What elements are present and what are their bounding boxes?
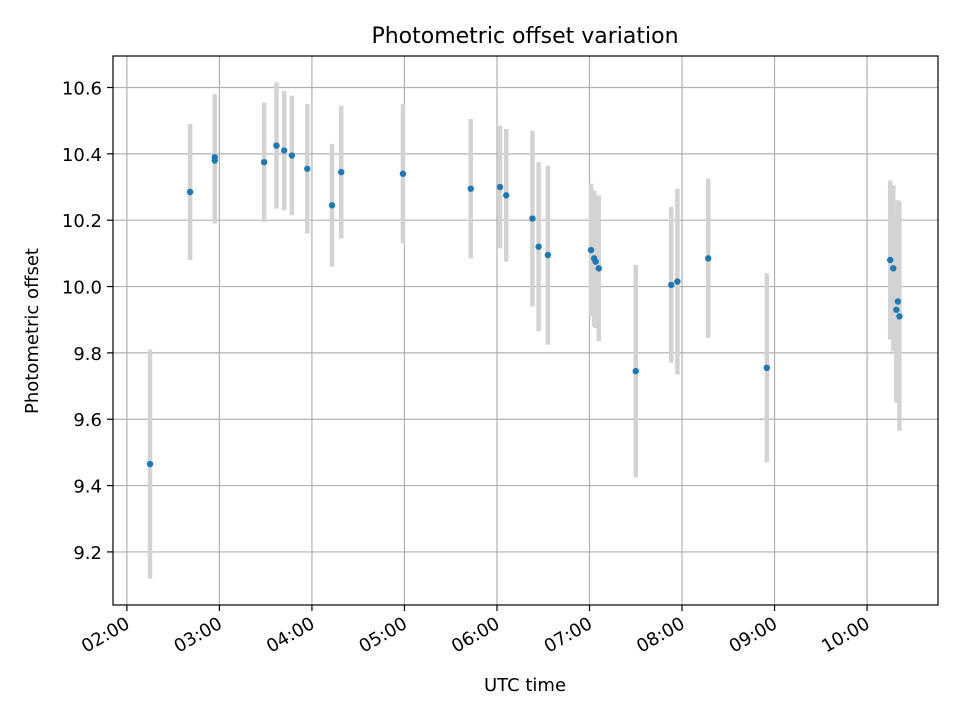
data-point xyxy=(595,265,602,272)
y-axis-ticks: 9.2 9.4 9.6 9.8 10.0 10.2 10.4 10.6 xyxy=(62,79,113,564)
y-tick-label: 9.6 xyxy=(73,410,102,431)
data-point xyxy=(890,265,897,272)
y-tick-label: 10.2 xyxy=(62,211,102,232)
data-point xyxy=(705,255,712,262)
data-point xyxy=(592,258,599,265)
data-point xyxy=(587,246,595,254)
data-point xyxy=(632,367,639,375)
y-axis-label: Photometric offset xyxy=(22,248,43,414)
y-tick-label: 9.2 xyxy=(73,543,102,564)
data-point xyxy=(763,364,771,372)
data-point xyxy=(467,185,474,192)
y-tick-label: 10.6 xyxy=(62,79,102,100)
data-point xyxy=(668,281,675,289)
data-point xyxy=(211,153,218,161)
y-tick-label: 9.4 xyxy=(73,477,102,498)
plot-frame xyxy=(112,55,939,606)
chart-title: Photometric offset variation xyxy=(371,24,678,49)
data-point xyxy=(146,460,154,468)
data-point xyxy=(280,147,288,154)
data-point xyxy=(260,158,268,166)
data-point xyxy=(544,251,552,259)
data-point xyxy=(328,202,336,209)
data-point xyxy=(529,215,536,222)
data-point xyxy=(894,298,902,305)
y-tick-label: 10.0 xyxy=(62,278,102,299)
data-point xyxy=(535,243,542,250)
data-point xyxy=(503,192,510,199)
data-point xyxy=(338,168,345,176)
data-point xyxy=(186,188,194,196)
x-axis-label: UTC time xyxy=(484,675,566,696)
data-point xyxy=(496,183,504,191)
data-point xyxy=(896,313,903,320)
data-points xyxy=(146,142,903,468)
data-point xyxy=(273,142,280,149)
data-point xyxy=(674,278,681,285)
y-tick-label: 10.4 xyxy=(62,145,102,166)
data-point xyxy=(399,170,407,177)
data-point xyxy=(288,152,296,159)
data-point xyxy=(886,256,894,264)
y-tick-label: 9.8 xyxy=(73,344,102,365)
data-point xyxy=(893,306,900,313)
data-point xyxy=(304,165,311,172)
grid xyxy=(113,56,938,605)
